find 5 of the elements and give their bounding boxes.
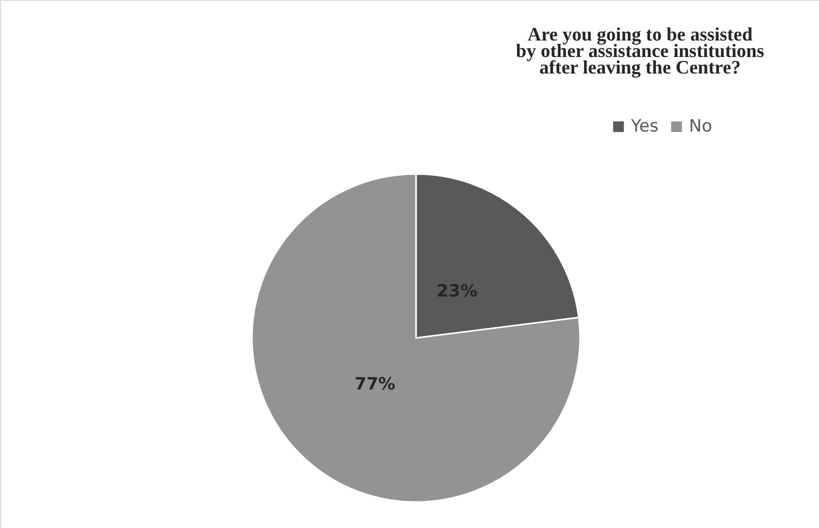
legend-label: Yes: [630, 116, 659, 137]
pie-slice: [251, 173, 581, 503]
legend-label: No: [689, 116, 712, 137]
data-label: 77%: [354, 374, 396, 395]
chart-title: Are you going to be assisted by other assistance institutions after leaving the Centre?: [516, 24, 764, 79]
